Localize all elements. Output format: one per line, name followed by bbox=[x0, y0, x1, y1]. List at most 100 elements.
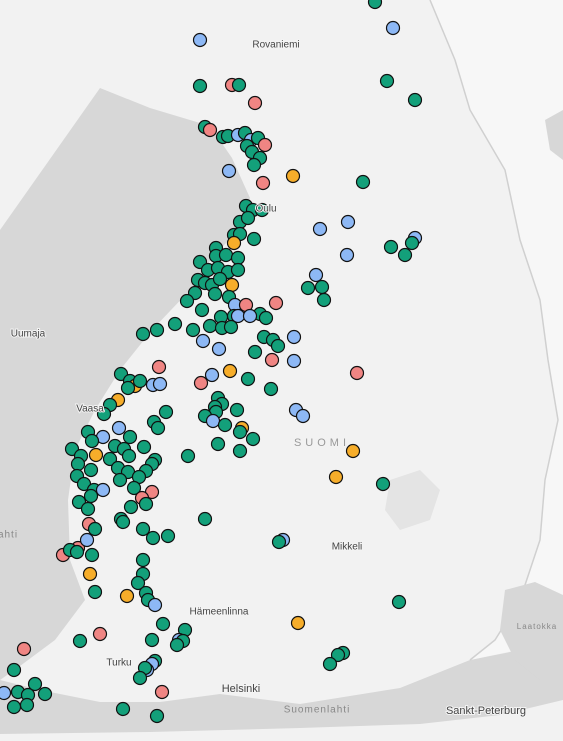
gulf-of-finland bbox=[0, 640, 563, 734]
map-marker bbox=[340, 214, 356, 230]
map-marker bbox=[84, 433, 100, 449]
map-marker bbox=[130, 575, 146, 591]
map-marker bbox=[80, 501, 96, 517]
water-label: Suomenlahti bbox=[284, 705, 351, 716]
map-marker bbox=[240, 210, 256, 226]
map-marker bbox=[246, 157, 262, 173]
map-marker bbox=[6, 662, 22, 678]
map-marker bbox=[92, 626, 108, 642]
lake bbox=[545, 110, 563, 160]
place-label: Mikkeli bbox=[332, 542, 363, 553]
map-marker bbox=[19, 697, 35, 713]
map-marker bbox=[82, 566, 98, 582]
map-marker bbox=[197, 511, 213, 527]
map-marker bbox=[404, 235, 420, 251]
map-marker bbox=[264, 352, 280, 368]
map-marker bbox=[226, 235, 242, 251]
map-marker bbox=[242, 308, 258, 324]
map-marker bbox=[407, 92, 423, 108]
map-marker bbox=[210, 436, 226, 452]
map-marker bbox=[16, 641, 32, 657]
map-marker bbox=[247, 344, 263, 360]
map-marker bbox=[87, 584, 103, 600]
map-marker bbox=[257, 137, 273, 153]
map-marker bbox=[229, 402, 245, 418]
map-marker bbox=[132, 373, 148, 389]
map-marker bbox=[0, 685, 12, 701]
russia bbox=[430, 0, 563, 660]
map-marker bbox=[222, 363, 238, 379]
map-marker bbox=[144, 632, 160, 648]
map-marker bbox=[147, 597, 163, 613]
map-marker bbox=[224, 277, 240, 293]
map-marker bbox=[122, 429, 138, 445]
map-marker bbox=[375, 476, 391, 492]
map-marker bbox=[204, 367, 220, 383]
map-marker bbox=[286, 329, 302, 345]
map-marker bbox=[185, 322, 201, 338]
map-marker bbox=[180, 448, 196, 464]
map-marker bbox=[211, 341, 227, 357]
map-marker bbox=[255, 175, 271, 191]
map-marker bbox=[83, 488, 99, 504]
water-label: ahti bbox=[0, 530, 18, 541]
map-marker bbox=[295, 408, 311, 424]
map-marker bbox=[231, 77, 247, 93]
place-label: Vaasa bbox=[76, 404, 104, 415]
map-marker bbox=[135, 521, 151, 537]
map-marker bbox=[314, 279, 330, 295]
map-marker bbox=[345, 443, 361, 459]
map-marker bbox=[79, 532, 95, 548]
map-marker bbox=[221, 163, 237, 179]
map-marker bbox=[126, 480, 142, 496]
map-marker bbox=[270, 338, 286, 354]
map-marker bbox=[202, 318, 218, 334]
map-marker bbox=[312, 221, 328, 237]
map-marker bbox=[87, 521, 103, 537]
map-marker bbox=[192, 32, 208, 48]
place-label: Sankt-Peterburg bbox=[446, 705, 526, 717]
map-marker bbox=[223, 319, 239, 335]
map-marker bbox=[383, 239, 399, 255]
map-marker bbox=[194, 302, 210, 318]
map-marker bbox=[120, 380, 136, 396]
map-marker bbox=[151, 359, 167, 375]
place-label: Rovaniemi bbox=[252, 40, 299, 51]
map-marker bbox=[192, 78, 208, 94]
map-marker bbox=[112, 472, 128, 488]
gulf-of-bothnia bbox=[0, 88, 250, 680]
map-marker bbox=[193, 375, 209, 391]
markers bbox=[0, 0, 423, 724]
map-marker bbox=[152, 376, 168, 392]
map-marker bbox=[240, 371, 256, 387]
map-marker bbox=[111, 420, 127, 436]
map-marker bbox=[308, 267, 324, 283]
map-marker bbox=[149, 708, 165, 724]
map-marker bbox=[149, 322, 165, 338]
map-marker bbox=[379, 73, 395, 89]
map-marker bbox=[150, 420, 166, 436]
map-marker bbox=[349, 365, 365, 381]
country-label: SUOMI bbox=[294, 437, 350, 449]
map-marker bbox=[328, 469, 344, 485]
map-marker bbox=[355, 174, 371, 190]
place-label: Turku bbox=[106, 658, 131, 669]
map-marker bbox=[339, 247, 355, 263]
map-marker bbox=[217, 417, 233, 433]
map-marker bbox=[179, 293, 195, 309]
map-marker bbox=[195, 333, 211, 349]
map-marker bbox=[316, 292, 332, 308]
map-marker bbox=[121, 448, 137, 464]
map-marker bbox=[83, 462, 99, 478]
map-marker bbox=[69, 544, 85, 560]
map-marker bbox=[232, 443, 248, 459]
map-marker bbox=[102, 451, 118, 467]
map-marker bbox=[218, 247, 234, 263]
map-marker bbox=[37, 686, 53, 702]
map-marker bbox=[132, 670, 148, 686]
map-marker bbox=[330, 647, 346, 663]
map-marker bbox=[230, 262, 246, 278]
map-marker bbox=[135, 326, 151, 342]
map-marker bbox=[246, 231, 262, 247]
